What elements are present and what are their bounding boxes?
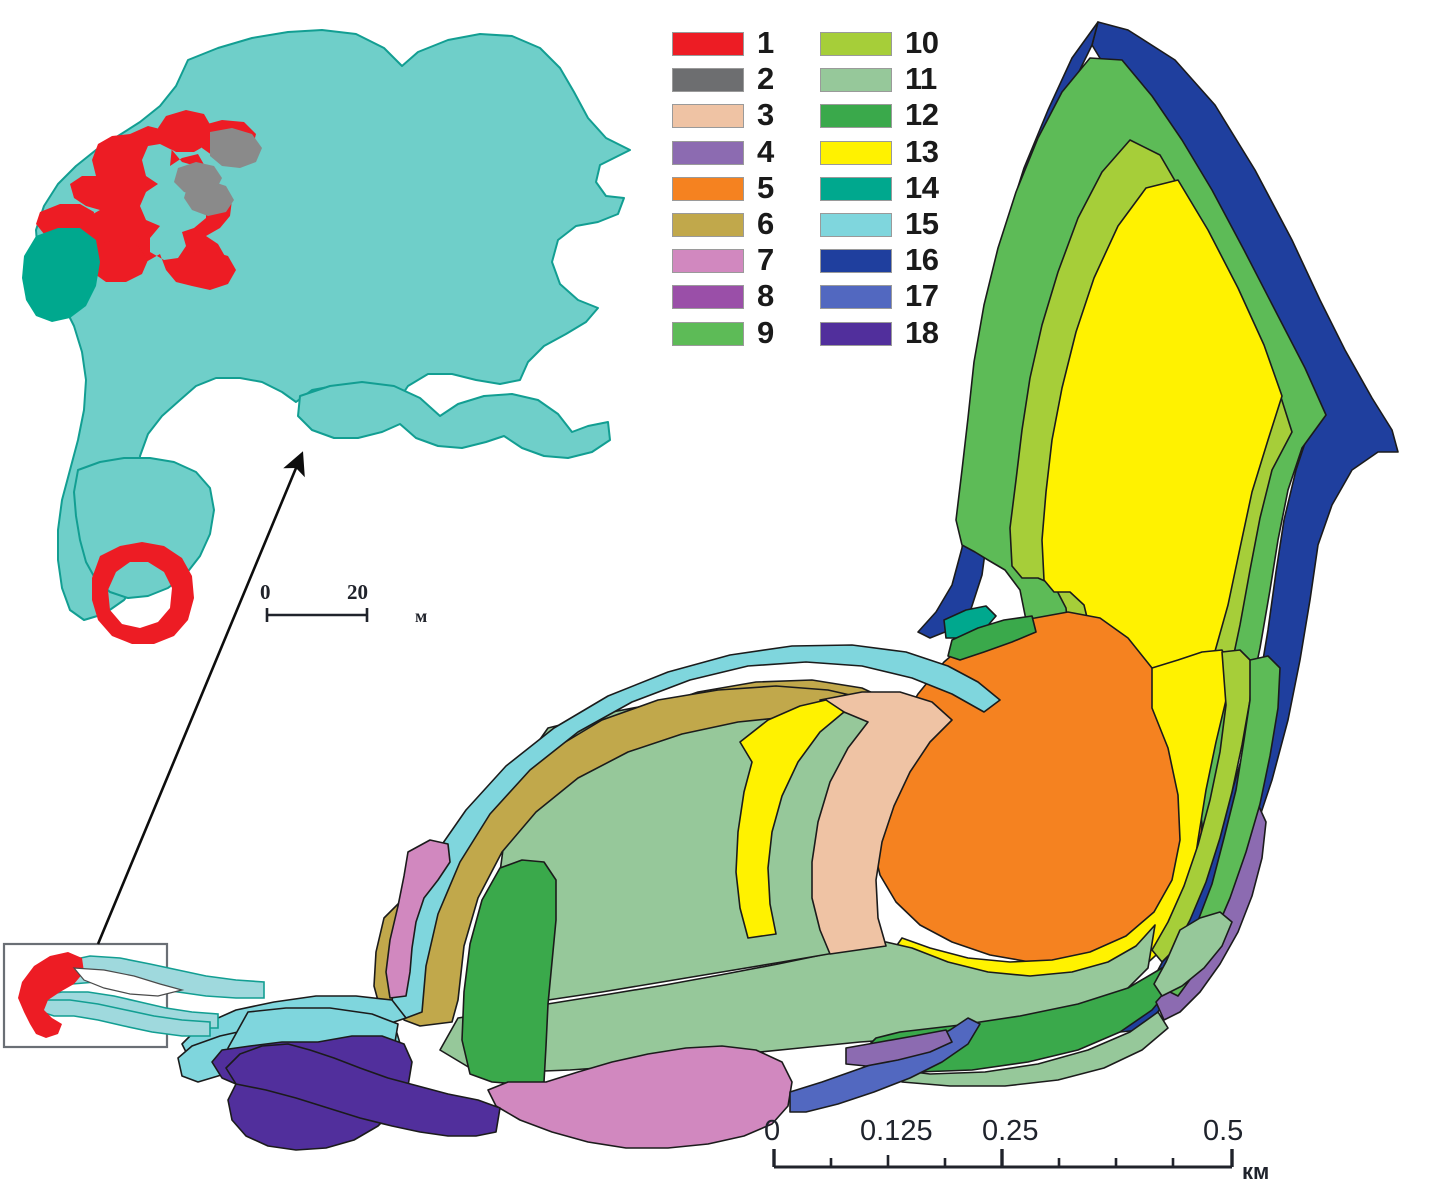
main-scale-tick-025: 0.25 — [982, 1115, 1039, 1147]
legend-label-9: 9 — [757, 314, 774, 350]
legend-swatch-1 — [672, 32, 744, 56]
inset-red-lower-branch — [88, 240, 148, 282]
legend-swatch-10 — [820, 32, 892, 56]
legend-item[interactable]: 2 — [665, 61, 805, 100]
inset-scale-graphic — [265, 608, 369, 622]
legend-item[interactable]: 5 — [665, 169, 805, 209]
legend-column-left: 1 2 3 4 5 6 7 — [665, 25, 805, 354]
zone-11-sage-east — [1153, 911, 1233, 997]
inset-grey-segment-a — [210, 128, 262, 168]
main-scale-bar: 0 0.125 0.25 0.5 км — [760, 1115, 1280, 1195]
legend-label-13: 13 — [905, 133, 939, 169]
locator-red-highlight — [18, 952, 84, 1038]
zone-15-cyan-strip — [391, 644, 1001, 1019]
legend-label-12: 12 — [905, 97, 939, 133]
zone-7-pink-south — [487, 1045, 793, 1149]
legend-label-1: 1 — [757, 25, 774, 60]
legend-column-right: 10 11 12 13 14 15 — [813, 25, 953, 354]
legend-swatch-8 — [672, 285, 744, 310]
legend-item[interactable]: 8 — [665, 278, 805, 317]
legend-item[interactable]: 10 — [813, 25, 953, 64]
legend-label-2: 2 — [757, 61, 774, 97]
legend-swatch-15 — [820, 212, 892, 237]
legend-item[interactable]: 17 — [813, 278, 953, 317]
zone-13-yellow-sliver — [735, 699, 845, 939]
inset-red-ring-south — [92, 542, 194, 644]
zone-7-pink-nw — [385, 839, 451, 999]
main-scale-graphic — [772, 1149, 1234, 1169]
legend-label-10: 10 — [905, 25, 939, 60]
legend-label-18: 18 — [905, 314, 939, 350]
legend-swatch-4 — [672, 140, 744, 165]
legend-swatch-2 — [672, 68, 744, 93]
legend-swatch-5 — [672, 176, 744, 201]
legend-swatch-17 — [820, 285, 892, 310]
legend-label-8: 8 — [757, 278, 774, 314]
legend-item[interactable]: 16 — [813, 242, 953, 281]
locator-box-frame — [2, 942, 169, 1049]
legend-swatch-16 — [820, 249, 892, 274]
locator-water-lower — [41, 999, 211, 1037]
legend-label-6: 6 — [757, 205, 774, 241]
zone-12-green-junction — [947, 615, 1037, 661]
legend-label-7: 7 — [757, 242, 774, 278]
inset-scale-unit: м — [415, 606, 428, 626]
main-scale-tick-0125: 0.125 — [860, 1115, 933, 1147]
legend-item[interactable]: 15 — [813, 205, 953, 245]
inset-red-shoreline-main — [70, 126, 232, 286]
legend-item[interactable]: 6 — [665, 205, 805, 245]
legend-swatch-13 — [820, 140, 892, 165]
legend-item[interactable]: 18 — [813, 314, 953, 354]
legend-item[interactable]: 3 — [665, 97, 805, 136]
inset-scale-tick-0: 0 — [260, 580, 271, 604]
legend-item[interactable]: 1 — [665, 25, 805, 64]
legend-item[interactable]: 7 — [665, 242, 805, 281]
legend-swatch-9 — [672, 321, 744, 346]
legend-item[interactable]: 12 — [813, 97, 953, 136]
inset-scale-bar: 0 20 м — [255, 580, 427, 630]
legend-swatch-12 — [820, 104, 892, 129]
legend-item[interactable]: 13 — [813, 133, 953, 173]
inset-red-upper-hook — [158, 110, 212, 152]
legend: 1 2 3 4 5 6 7 — [665, 25, 965, 358]
legend-label-15: 15 — [905, 205, 939, 241]
main-scale-tick-0: 0 — [764, 1115, 781, 1147]
zone-11-sage-south — [879, 1011, 1169, 1087]
legend-label-4: 4 — [757, 133, 774, 169]
pointer-arrow-line — [96, 451, 305, 945]
legend-item[interactable]: 14 — [813, 169, 953, 209]
inset-teal-patch — [22, 228, 100, 322]
zone-18-violet-lobe — [225, 1043, 501, 1137]
zone-4-purple-patch — [845, 1029, 953, 1067]
legend-label-5: 5 — [757, 169, 774, 205]
legend-swatch-7 — [672, 249, 744, 274]
zone-3-peach — [811, 691, 953, 955]
legend-swatch-14 — [820, 176, 892, 201]
legend-swatch-6 — [672, 212, 744, 237]
legend-item[interactable]: 11 — [813, 61, 953, 100]
legend-label-16: 16 — [905, 242, 939, 278]
legend-item[interactable]: 9 — [665, 314, 805, 354]
legend-swatch-3 — [672, 104, 744, 129]
inset-red-right-branch — [182, 250, 236, 290]
legend-item[interactable]: 4 — [665, 133, 805, 173]
main-scale-tick-05: 0.5 — [1203, 1115, 1244, 1147]
main-scale-unit: км — [1242, 1159, 1270, 1184]
inset-scale-tick-20: 20 — [347, 580, 368, 604]
legend-swatch-11 — [820, 68, 892, 93]
zone-9-green-east — [1165, 655, 1281, 997]
legend-swatch-18 — [820, 321, 892, 346]
inset-grey-segment-c — [184, 180, 234, 216]
legend-label-3: 3 — [757, 97, 774, 133]
inset-east-arm — [297, 381, 611, 459]
legend-label-14: 14 — [905, 169, 939, 205]
locator-inner-outline — [72, 967, 185, 997]
legend-label-17: 17 — [905, 278, 939, 314]
legend-label-11: 11 — [905, 61, 937, 97]
